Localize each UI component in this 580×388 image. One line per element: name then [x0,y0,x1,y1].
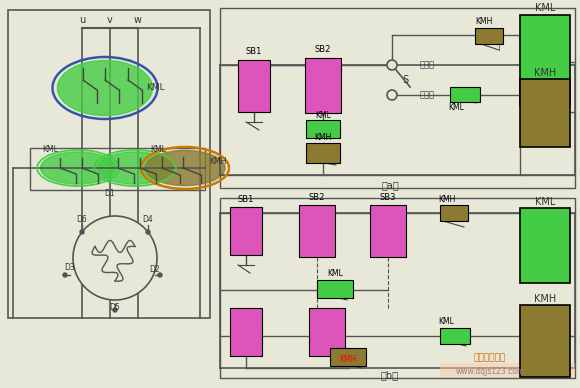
Text: KMH: KMH [534,294,556,304]
Text: S: S [402,75,408,85]
Circle shape [387,90,397,100]
Text: KMH: KMH [339,355,357,364]
Text: KML: KML [535,3,555,13]
Circle shape [80,230,84,234]
Ellipse shape [145,151,225,185]
Text: 低速挡: 低速挡 [420,61,435,69]
Bar [305,58,341,113]
Text: D2: D2 [150,265,160,274]
Text: KML: KML [315,111,331,120]
Text: KML: KML [448,102,464,111]
Text: （a）: （a） [381,180,399,190]
Bar [370,205,406,257]
Bar [330,348,366,366]
Bar [317,280,353,298]
Text: D3: D3 [64,263,75,272]
Text: D4: D4 [143,215,153,225]
Bar [30,148,205,190]
Ellipse shape [97,152,172,184]
Text: KML: KML [146,83,164,92]
Circle shape [113,308,117,312]
Text: SB2: SB2 [315,45,331,54]
Text: KMH: KMH [314,133,332,142]
Bar [440,205,468,221]
Bar [520,79,570,147]
Bar [220,8,575,188]
Text: u: u [79,15,85,25]
Text: SB1: SB1 [246,47,262,57]
Bar [475,28,503,44]
Bar [306,143,340,163]
Circle shape [73,216,157,300]
Text: www.dqjs123.com: www.dqjs123.com [455,367,525,376]
Text: SB2: SB2 [309,192,325,201]
Circle shape [146,230,150,234]
Text: w: w [134,15,142,25]
Bar [306,120,340,138]
Bar [520,15,570,105]
Text: 高速挡: 高速挡 [420,90,435,99]
Text: D6: D6 [77,215,88,225]
Bar [450,87,480,102]
Circle shape [63,273,67,277]
Text: v: v [107,15,113,25]
Text: KMH: KMH [475,17,492,26]
Text: KML: KML [438,317,454,326]
Text: KML: KML [327,270,343,279]
Bar [309,308,345,356]
Text: KMH: KMH [438,194,455,203]
Text: KMH: KMH [209,158,227,166]
Bar [520,305,570,377]
Bar [230,308,262,356]
Ellipse shape [41,152,115,184]
Circle shape [158,273,162,277]
Bar [238,60,270,112]
Text: D5: D5 [110,303,121,312]
Bar [230,207,262,255]
Text: SB1: SB1 [238,194,254,203]
Text: SB3: SB3 [380,192,396,201]
Circle shape [387,60,397,70]
Bar [440,328,470,344]
Text: D1: D1 [104,189,115,197]
Text: KML: KML [42,146,58,154]
Text: （b）: （b） [381,370,399,380]
Bar [440,363,575,377]
Text: 电工技术之家: 电工技术之家 [474,353,506,362]
Text: KML: KML [150,146,166,154]
Bar [299,205,335,257]
Ellipse shape [57,61,153,116]
Bar [220,198,575,378]
Text: KML: KML [535,197,555,207]
Bar [520,208,570,283]
Text: KMH: KMH [534,68,556,78]
Bar [8,10,210,318]
